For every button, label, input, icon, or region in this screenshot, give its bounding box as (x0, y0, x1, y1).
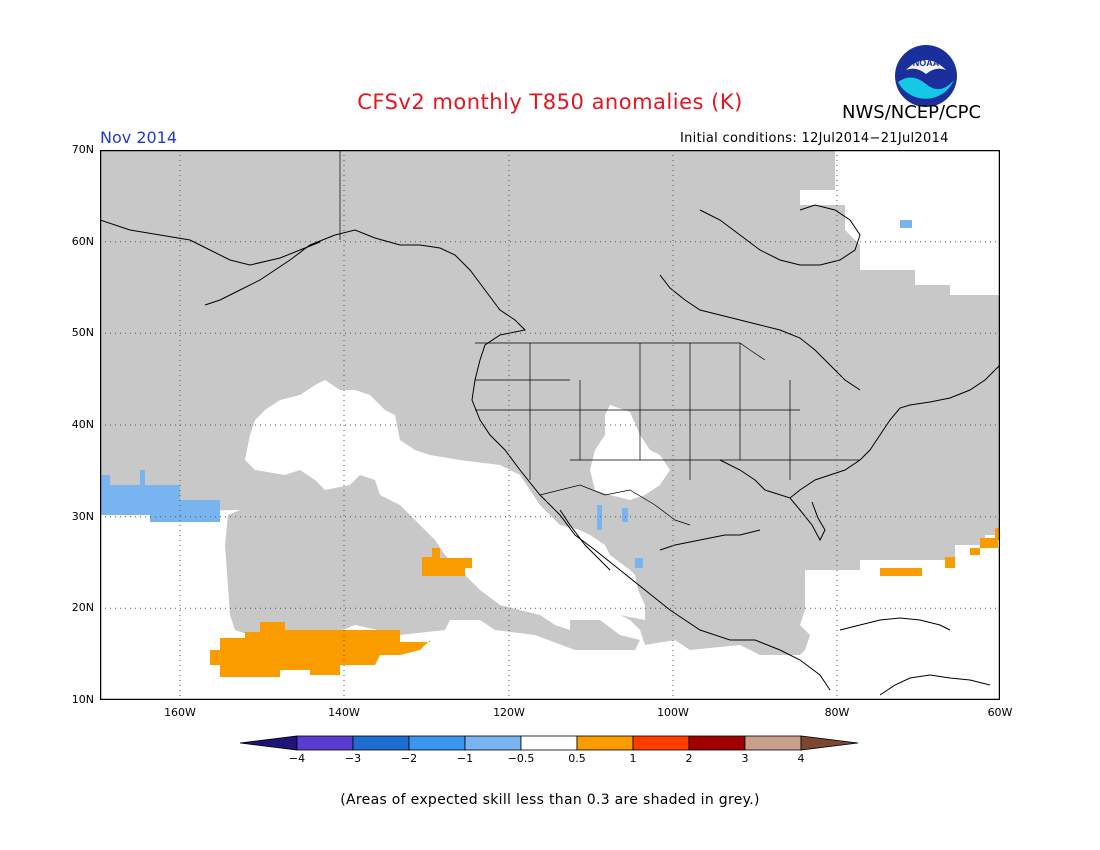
colorbar-segment (688, 735, 746, 751)
initial-conditions: Initial conditions: 12Jul2014−21Jul2014 (680, 131, 949, 146)
logo-text: NOAA (913, 58, 940, 68)
lon-label: 100W (657, 706, 689, 719)
political-borders (339, 150, 860, 526)
lon-label: 140W (328, 706, 360, 719)
lat-label: 40N (71, 418, 94, 431)
colorbar-segment (520, 735, 578, 751)
colorbar-tick-label: −4 (288, 752, 306, 765)
colorbar-arrow-high (800, 735, 859, 751)
colorbar-arrow-low (239, 735, 298, 751)
lat-label: 50N (71, 326, 94, 339)
lat-label: 10N (71, 693, 94, 706)
colorbar (239, 735, 859, 751)
colorbar-tick-label: −1 (456, 752, 474, 765)
lat-label: 20N (71, 601, 94, 614)
colorbar-tick-label: −3 (344, 752, 362, 765)
colorbar-tick-label: 0.5 (568, 752, 586, 765)
colorbar-tick-label: 1 (629, 752, 637, 765)
agency-label: NWS/NCEP/CPC (842, 102, 982, 123)
lon-label: 60W (987, 706, 1013, 719)
colorbar-segment (408, 735, 466, 751)
colorbar-tick-label: −0.5 (507, 752, 535, 765)
anomaly-positive-atlantic (880, 528, 1000, 576)
anomaly-negative-speck-3 (635, 558, 643, 568)
valid-month: Nov 2014 (100, 128, 178, 147)
anomaly-negative-speck-2 (622, 508, 628, 522)
anomaly-negative-speck-4 (900, 220, 912, 228)
colorbar-tick-label: 3 (741, 752, 749, 765)
colorbar-segment (296, 735, 354, 751)
colorbar-tick-label: 2 (685, 752, 693, 765)
lon-label: 80W (824, 706, 850, 719)
anomaly-map (100, 150, 1000, 700)
colorbar-segment (352, 735, 410, 751)
graticule (100, 150, 1000, 700)
neutral-patch-southwest (590, 405, 670, 500)
noaa-logo: NOAA (894, 44, 958, 108)
footnote: (Areas of expected skill less than 0.3 a… (340, 792, 760, 808)
colorbar-tick-label: −2 (400, 752, 418, 765)
colorbar-segment (464, 735, 522, 751)
anomaly-negative-pacific (100, 470, 220, 522)
colorbar-tick-label: 4 (797, 752, 805, 765)
anomaly-negative-speck-1 (597, 505, 602, 530)
colorbar-segment (744, 735, 802, 751)
lat-label: 30N (71, 510, 94, 523)
lon-label: 120W (493, 706, 525, 719)
anomaly-positive-pacific-central (422, 548, 472, 576)
colorbar-segment (632, 735, 690, 751)
colorbar-segment (576, 735, 634, 751)
map-frame (100, 150, 1000, 700)
chart-title: CFSv2 monthly T850 anomalies (K) (357, 90, 743, 114)
neutral-patch-northeast (835, 155, 1000, 295)
lat-label: 70N (71, 143, 94, 156)
lon-label: 160W (164, 706, 196, 719)
lat-label: 60N (71, 235, 94, 248)
anomaly-positive-pacific-south (210, 622, 430, 677)
skill-mask (100, 150, 1000, 655)
